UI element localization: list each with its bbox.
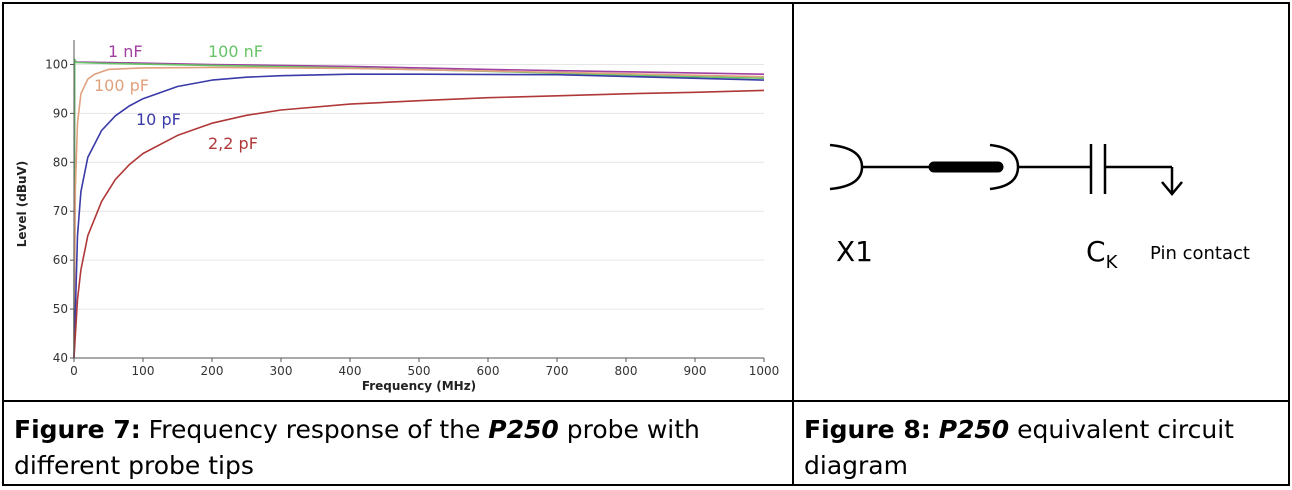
series-label-100nf: 100 nF (208, 42, 263, 61)
x-tick-label: 1000 (749, 364, 780, 378)
y-tick-label: 60 (53, 253, 68, 267)
figure7-label: Figure 7: (14, 415, 141, 444)
y-tick-label: 100 (45, 57, 68, 71)
x-tick-label: 400 (339, 364, 362, 378)
figure8-product-name: P250 (938, 415, 1010, 444)
series-line-100-pf (73, 66, 765, 359)
connector-x1-label: X1 (836, 235, 873, 268)
series-line-2-2-pf (73, 89, 765, 359)
x-tick-label: 800 (615, 364, 638, 378)
series-label-100pf: 100 pF (94, 76, 149, 95)
y-axis-ticks: 40 50 60 70 80 90 100 (45, 57, 74, 365)
frequency-response-chart: 40 50 60 70 80 90 100 0 100 200 300 400 500 600 700 80… (15, 40, 779, 393)
capacitor-label: CK (1086, 235, 1119, 273)
figure8-caption: Figure 8: P250 equivalent circuit diagra… (794, 402, 1288, 484)
series-line-100-nf (73, 58, 765, 359)
x-tick-label: 200 (201, 364, 224, 378)
series-label-1nf: 1 nF (108, 42, 143, 61)
y-tick-label: 70 (53, 204, 68, 218)
connector-x1-symbol (829, 143, 864, 191)
series-label-2-2pf: 2,2 pF (208, 134, 258, 153)
figure8-caption-text: equivalent circuit diagram (804, 415, 1234, 480)
figure7-cell: 40 50 60 70 80 90 100 0 100 200 300 400 500 600 700 80… (2, 2, 794, 402)
figure7-caption-text-2: probe with different probe tips (14, 415, 700, 480)
figure8-cell: X1 CK Pin contact (792, 2, 1290, 402)
pin-arrow-icon (1161, 181, 1183, 196)
figure7-caption-cell: Figure 7: Frequency response of the P250… (2, 400, 794, 486)
x-tick-label: 300 (270, 364, 293, 378)
figure8-caption-cell: Figure 8: P250 equivalent circuit diagra… (792, 400, 1290, 486)
pin-contact-label: Pin contact (1150, 243, 1250, 264)
y-axis-label: Level (dBuV) (15, 161, 29, 248)
figure7-caption-text-1: Frequency response of the (140, 415, 489, 444)
x-tick-label: 600 (477, 364, 500, 378)
y-tick-label: 40 (53, 351, 68, 365)
x-tick-label: 900 (684, 364, 707, 378)
plot-area (74, 40, 764, 358)
chart-series (73, 58, 765, 359)
figure8-label: Figure 8: (804, 415, 931, 444)
x-tick-label: 100 (132, 364, 155, 378)
equivalent-circuit-diagram: X1 CK Pin contact (829, 143, 1250, 273)
x-axis-ticks: 0 100 200 300 400 500 600 700 800 900 1000 (70, 358, 779, 378)
figure7-caption: Figure 7: Frequency response of the P250… (4, 402, 792, 484)
x-axis-label: Frequency (MHz) (362, 379, 476, 393)
x-tick-label: 0 (70, 364, 78, 378)
x-tick-label: 700 (546, 364, 569, 378)
y-tick-label: 80 (53, 155, 68, 169)
y-tick-label: 50 (53, 302, 68, 316)
series-label-10pf: 10 pF (136, 110, 181, 129)
series-line-10-pf (73, 73, 765, 359)
y-tick-label: 90 (53, 106, 68, 120)
x-tick-label: 500 (408, 364, 431, 378)
figure7-product-name: P250 (488, 415, 559, 444)
